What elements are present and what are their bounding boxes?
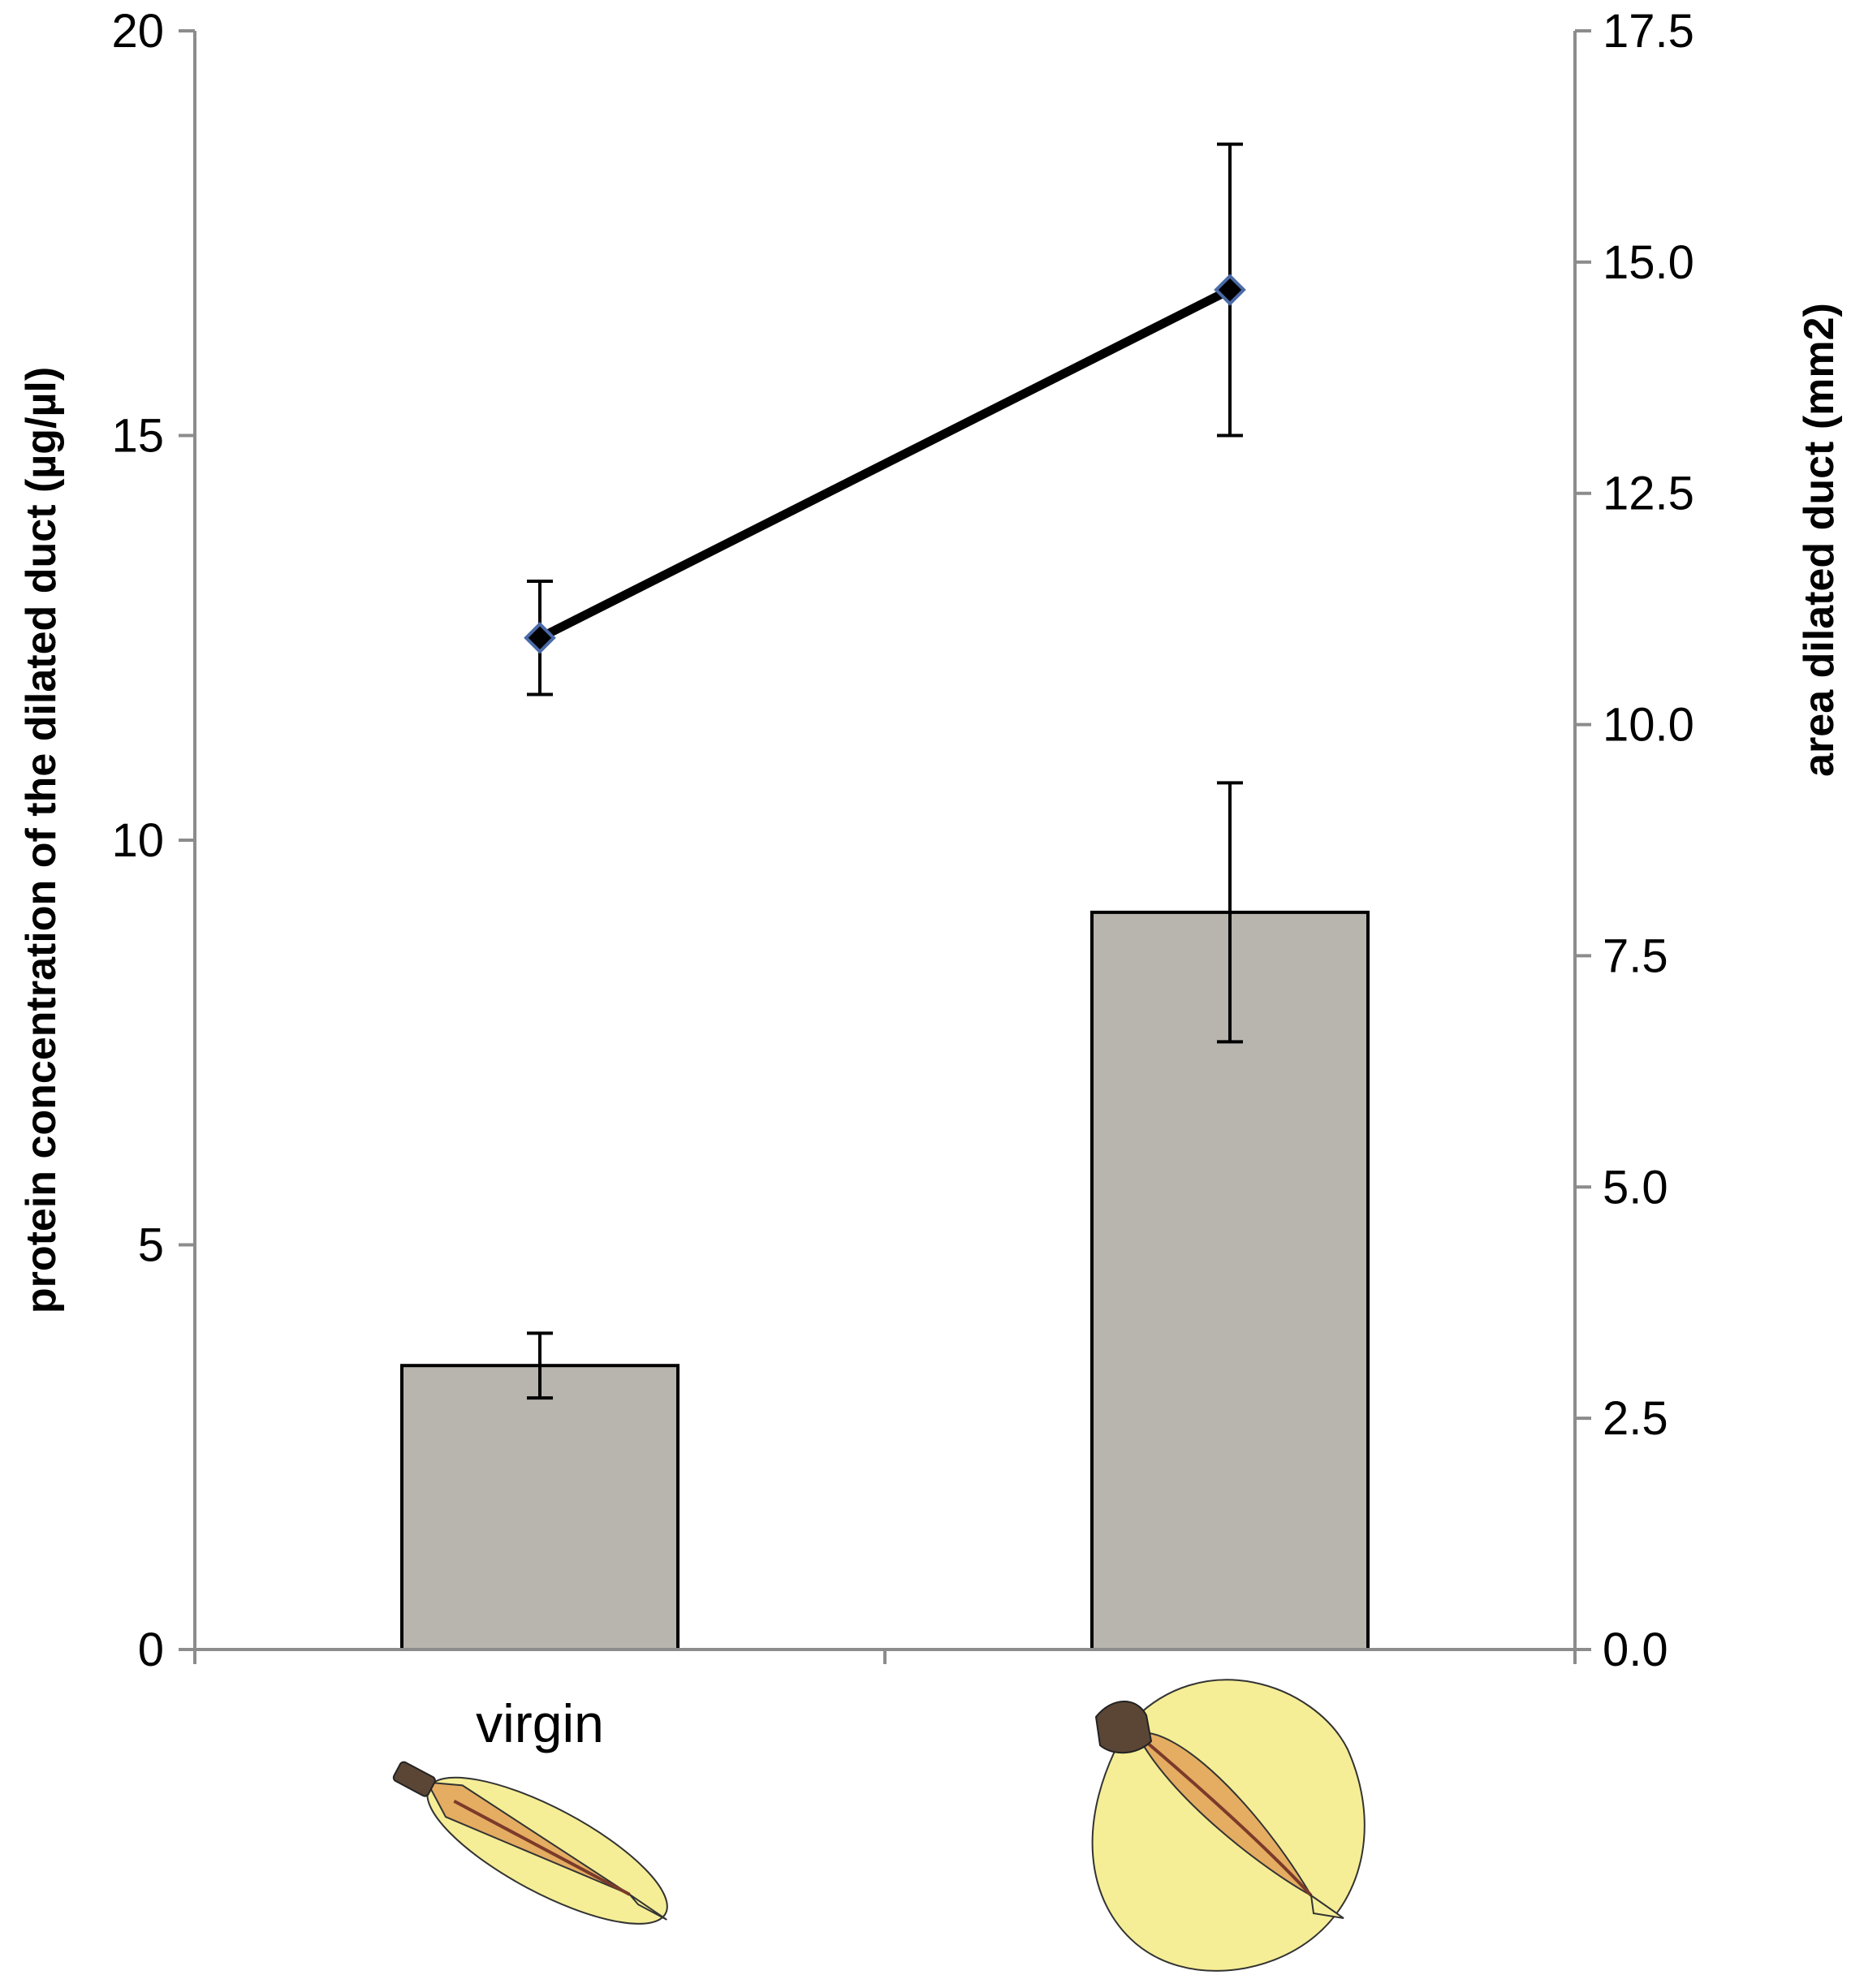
left-y-tick-label: 10: [111, 814, 164, 867]
line-marker-mated: [1214, 274, 1246, 306]
axes-layer: [179, 29, 1591, 1664]
right-y-tick-label: 7.5: [1603, 929, 1668, 982]
protein-concentration-line: [535, 285, 1235, 643]
left-y-axis-title: protein concentration of the dilated duc…: [18, 367, 65, 1313]
right-y-tick-label: 2.5: [1603, 1392, 1668, 1445]
right-y-tick-label: 12.5: [1603, 468, 1694, 520]
left-y-tick-label: 0: [138, 1624, 164, 1676]
x-category-label-virgin: virgin: [476, 1693, 604, 1753]
right-y-tick-label: 10.0: [1603, 699, 1694, 752]
mated-dilated-duct-icon: [1091, 1679, 1366, 1972]
right-y-axis-title: area dilated duct (mm2): [1796, 303, 1843, 777]
right-y-tick-label: 0.0: [1603, 1624, 1668, 1676]
right-y-tick-label: 15.0: [1603, 236, 1694, 289]
bars-layer: [400, 781, 1370, 1652]
labels-layer: 0 5 10 15 20 0.0 2.5 5.0 7.5 10.0 12.5 15.0 17.5 virg…: [18, 5, 1843, 1753]
line-layer: [524, 142, 1246, 696]
bar-virgin: [400, 1364, 680, 1651]
virgin-dilated-duct-icon: [392, 1761, 668, 1925]
right-y-tick-label: 17.5: [1603, 5, 1694, 58]
left-y-tick-label: 15: [111, 410, 164, 463]
left-y-tick-label: 20: [111, 5, 164, 58]
right-y-tick-label: 5.0: [1603, 1161, 1668, 1214]
left-y-tick-label: 5: [138, 1219, 164, 1272]
line-marker-virgin: [524, 621, 556, 654]
